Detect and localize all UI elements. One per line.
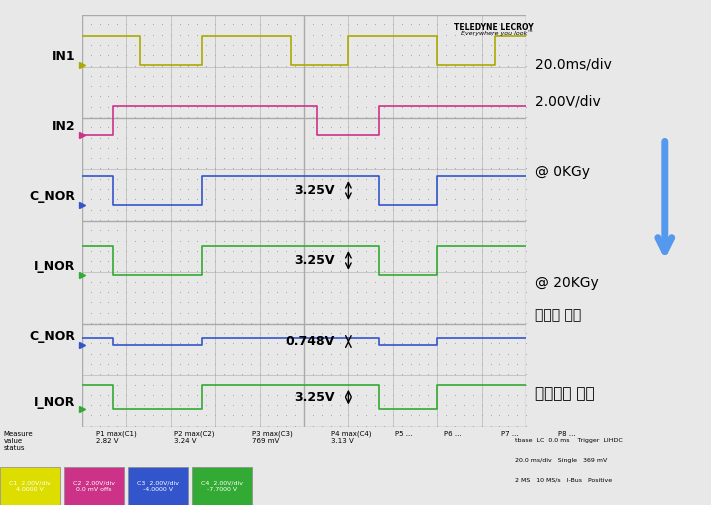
- Bar: [64, 468, 124, 505]
- Text: C2  2.00V/div
0.0 mV offs: C2 2.00V/div 0.0 mV offs: [73, 481, 115, 491]
- Text: C_NOR: C_NOR: [29, 330, 75, 343]
- Text: 2.00V/div: 2.00V/div: [535, 94, 601, 109]
- Text: C4  2.00V/div
-7.7000 V: C4 2.00V/div -7.7000 V: [201, 481, 243, 491]
- Bar: [192, 468, 252, 505]
- Text: P7 ...: P7 ...: [501, 431, 519, 437]
- Text: 0.748V: 0.748V: [286, 335, 335, 348]
- Text: 3.25V: 3.25V: [294, 254, 335, 267]
- Text: P6 ...: P6 ...: [444, 431, 462, 437]
- Text: C_NOR: C_NOR: [29, 190, 75, 203]
- Text: Measure
value
status: Measure value status: [4, 431, 33, 450]
- Text: 2 MS   10 MS/s   I-Bus   Positive: 2 MS 10 MS/s I-Bus Positive: [515, 478, 613, 483]
- Text: @ 20KGy: @ 20KGy: [535, 276, 599, 290]
- Text: TELEDYNE LECROY: TELEDYNE LECROY: [454, 23, 533, 32]
- Text: P4 max(C4)
3.13 V: P4 max(C4) 3.13 V: [331, 431, 371, 444]
- Text: IN1: IN1: [52, 50, 75, 63]
- Text: C1  2.00V/div
4.0000 V: C1 2.00V/div 4.0000 V: [9, 481, 51, 491]
- Text: 20.0 ms/div   Single   369 mV: 20.0 ms/div Single 369 mV: [515, 458, 608, 463]
- Text: P1 max(C1)
2.82 V: P1 max(C1) 2.82 V: [96, 431, 137, 444]
- Text: IN2: IN2: [52, 120, 75, 133]
- Text: P8 ...: P8 ...: [558, 431, 576, 437]
- Text: 3.25V: 3.25V: [294, 184, 335, 197]
- Text: I_NOR: I_NOR: [34, 395, 75, 409]
- Text: P3 max(C3)
769 mV: P3 max(C3) 769 mV: [252, 431, 293, 444]
- Bar: [128, 468, 188, 505]
- Text: 방사선 손상: 방사선 손상: [535, 309, 582, 323]
- Text: P5 ...: P5 ...: [395, 431, 412, 437]
- Text: 내방사선 특성: 내방사선 특성: [535, 386, 595, 401]
- Text: @ 0KGy: @ 0KGy: [535, 165, 590, 179]
- Text: I_NOR: I_NOR: [34, 260, 75, 273]
- Text: C3  2.00V/div
-4.0000 V: C3 2.00V/div -4.0000 V: [137, 481, 179, 491]
- Text: 3.25V: 3.25V: [294, 390, 335, 403]
- Text: 20.0ms/div: 20.0ms/div: [535, 58, 612, 72]
- Text: tbase  LC  0.0 ms    Trigger  LIHDC: tbase LC 0.0 ms Trigger LIHDC: [515, 438, 624, 443]
- Text: Everywhere you look™: Everywhere you look™: [461, 30, 533, 36]
- Text: P2 max(C2)
3.24 V: P2 max(C2) 3.24 V: [174, 431, 215, 444]
- Bar: [0, 468, 60, 505]
